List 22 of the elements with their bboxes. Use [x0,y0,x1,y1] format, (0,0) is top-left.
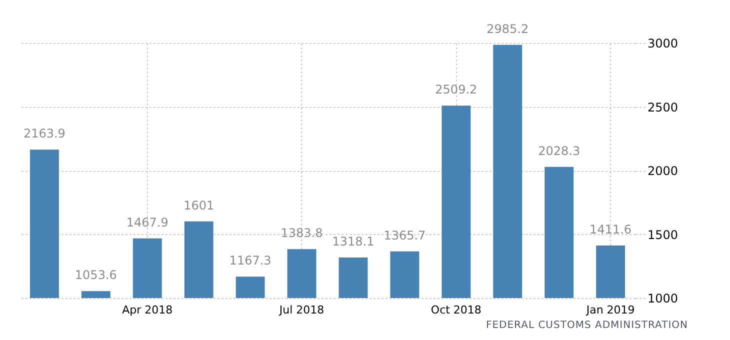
y-tick-label: 1500 [648,228,678,242]
x-tick-label: Apr 2018 [122,304,173,316]
data-label: 2028.3 [538,144,580,158]
x-tick-label: Jul 2018 [278,304,324,316]
data-label: 1467.9 [126,215,168,230]
text: FEDERAL CUSTOMS ADMINISTRATION [484,320,688,331]
data-label: 1383.8 [280,226,323,240]
data-label: 1167.3 [229,254,272,268]
data-label: 2509.2 [435,82,478,97]
data-label: 1601 [184,198,214,212]
data-label: 1318.1 [332,234,374,248]
x-tick-label: Oct 2018 [430,304,482,316]
y-tick-label: 1000 [648,292,678,306]
data-label: 1053.6 [74,268,117,282]
y-tick-label: 2500 [648,100,678,114]
data-label: 2985.2 [486,22,529,36]
y-tick-label: 3000 [648,36,678,50]
data-label: 1411.6 [590,222,632,237]
x-tick-label: Jan 2019 [585,304,635,316]
data-label: 1365.7 [384,228,426,242]
y-tick-label: 2000 [648,164,678,178]
data-label: 2163.9 [23,126,66,141]
